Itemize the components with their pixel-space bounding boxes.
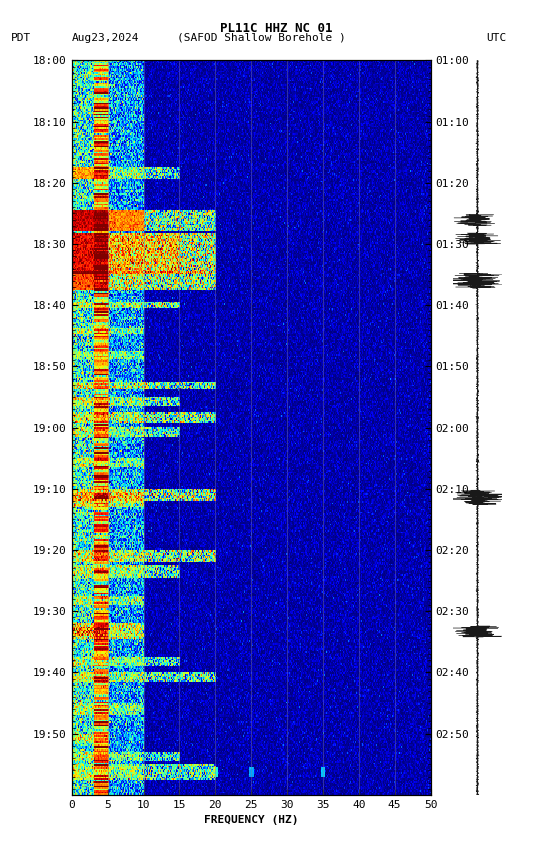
Text: Aug23,2024: Aug23,2024 <box>72 33 139 43</box>
Text: (SAFOD Shallow Borehole ): (SAFOD Shallow Borehole ) <box>177 33 346 43</box>
Text: PDT: PDT <box>11 33 31 43</box>
X-axis label: FREQUENCY (HZ): FREQUENCY (HZ) <box>204 816 299 825</box>
Text: PL11C HHZ NC 01: PL11C HHZ NC 01 <box>220 22 332 35</box>
Text: UTC: UTC <box>486 33 506 43</box>
